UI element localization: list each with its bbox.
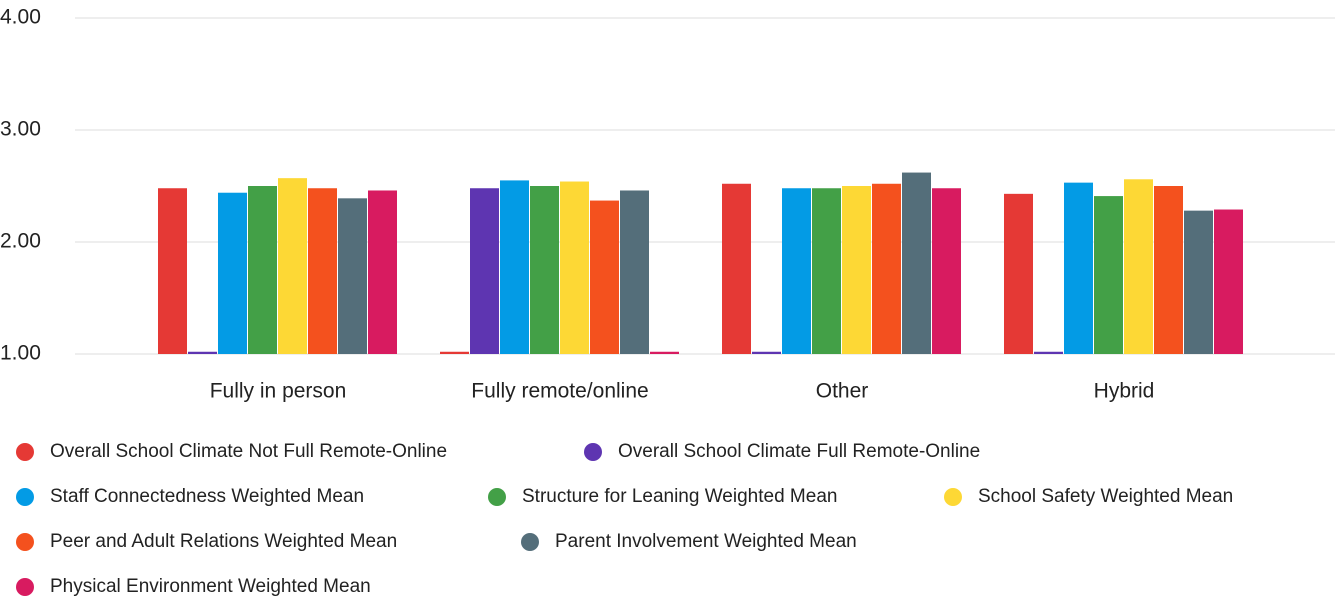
bar — [1184, 210, 1213, 354]
bar — [188, 351, 217, 354]
bar — [158, 188, 187, 354]
bar — [560, 181, 589, 354]
legend-swatch — [16, 578, 34, 596]
bar — [218, 192, 247, 354]
bar — [278, 178, 307, 354]
bar — [932, 188, 961, 354]
legend-label: Overall School Climate Not Full Remote-O… — [50, 441, 447, 462]
bar — [902, 172, 931, 354]
x-tick-label: Fully in person — [210, 380, 347, 403]
legend-label: Parent Involvement Weighted Mean — [555, 531, 857, 552]
y-tick-label: 4.00 — [0, 6, 41, 29]
bar — [1034, 351, 1063, 354]
bar — [470, 188, 499, 354]
legend-swatch — [16, 443, 34, 461]
bar — [650, 351, 679, 354]
bar — [842, 186, 871, 354]
legend-swatch — [16, 488, 34, 506]
y-tick-label: 1.00 — [0, 342, 41, 365]
bar — [1094, 196, 1123, 354]
bar — [530, 186, 559, 354]
legend-swatch — [944, 488, 962, 506]
bar — [1154, 186, 1183, 354]
bar — [338, 198, 367, 354]
legend-label: School Safety Weighted Mean — [978, 486, 1233, 507]
bar — [722, 183, 751, 354]
bar — [590, 200, 619, 354]
bar — [782, 188, 811, 354]
legend-label: Overall School Climate Full Remote-Onlin… — [618, 441, 980, 462]
bar — [1214, 209, 1243, 354]
bar — [752, 351, 781, 354]
legend-label: Structure for Leaning Weighted Mean — [522, 486, 837, 507]
legend-label: Peer and Adult Relations Weighted Mean — [50, 531, 397, 552]
bar — [812, 188, 841, 354]
bar — [1124, 179, 1153, 354]
x-tick-label: Fully remote/online — [471, 380, 648, 403]
bar — [1064, 182, 1093, 354]
bar — [872, 183, 901, 354]
legend-swatch — [16, 533, 34, 551]
bar — [500, 180, 529, 354]
y-tick-label: 2.00 — [0, 230, 41, 253]
x-tick-label: Hybrid — [1094, 380, 1155, 403]
y-tick-label: 3.00 — [0, 118, 41, 141]
legend-label: Staff Connectedness Weighted Mean — [50, 486, 364, 507]
x-tick-label: Other — [816, 380, 869, 403]
legend-swatch — [488, 488, 506, 506]
bar — [308, 188, 337, 354]
legend-swatch — [521, 533, 539, 551]
legend-label: Physical Environment Weighted Mean — [50, 576, 371, 597]
bar — [1004, 193, 1033, 354]
bar — [368, 190, 397, 354]
bar — [248, 186, 277, 354]
bar — [440, 351, 469, 354]
bar — [620, 190, 649, 354]
legend-swatch — [584, 443, 602, 461]
